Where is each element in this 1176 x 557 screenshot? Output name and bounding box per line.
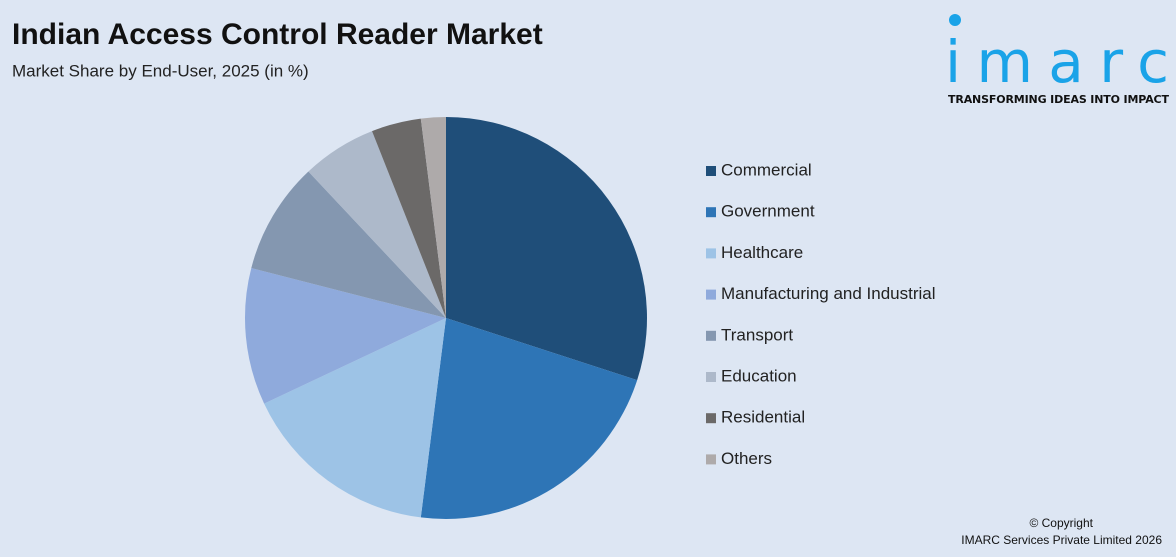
legend-swatch <box>706 248 716 259</box>
pie-slice <box>420 117 446 318</box>
legend-swatch <box>706 372 716 382</box>
pie-slice <box>264 318 446 518</box>
legend-label: Others <box>721 449 772 468</box>
pie-slice <box>308 131 446 318</box>
pie-slice <box>420 318 638 519</box>
legend-swatch <box>706 207 716 218</box>
legend-label: Transport <box>721 325 793 344</box>
legend-swatch <box>706 413 716 424</box>
chart-title: Indian Access Control Reader Market <box>12 18 543 51</box>
legend-swatch <box>706 330 716 341</box>
legend-label: Education <box>721 366 797 385</box>
legend-label: Residential <box>721 408 805 427</box>
copyright-company: IMARC Services Private Limited 2026 <box>961 533 1162 547</box>
legend-label: Healthcare <box>721 243 803 262</box>
logo: imarc <box>945 28 1169 96</box>
legend-label: Government <box>721 202 815 221</box>
legend-swatch <box>706 454 716 465</box>
legend-label: Commercial <box>721 160 812 179</box>
copyright: © Copyright <box>1029 516 1093 530</box>
pie-slice <box>372 118 446 318</box>
legend-label: Manufacturing and Industrial <box>721 284 936 303</box>
pie-slice <box>446 117 647 381</box>
pie-slice <box>244 268 446 404</box>
pie-slice <box>251 171 446 318</box>
legend-swatch <box>706 166 716 176</box>
logo-dot <box>949 14 961 26</box>
logo-tagline: TRANSFORMING IDEAS INTO IMPACT <box>948 93 1169 106</box>
chart-subtitle: Market Share by End-User, 2025 (in %) <box>12 61 309 80</box>
legend-swatch <box>706 289 716 300</box>
